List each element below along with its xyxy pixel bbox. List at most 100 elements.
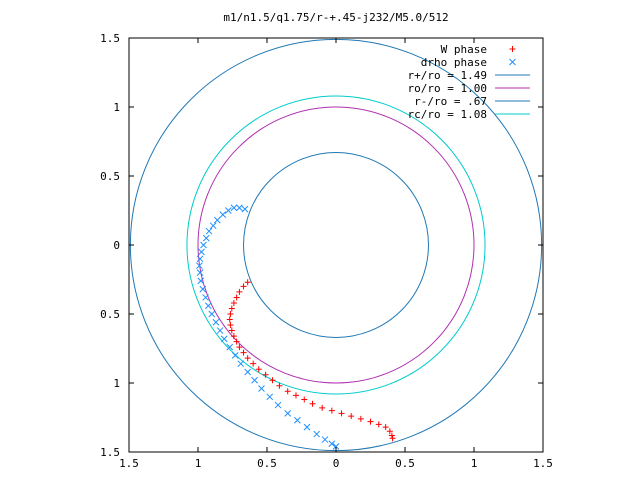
legend-entry-drho-phase: drho phase: [421, 56, 516, 69]
drho-phase-point: [196, 262, 203, 270]
drho-phase-point: [236, 204, 243, 212]
drho-phase-point: [196, 269, 204, 276]
legend-entry-r-ro-67: r-/ro = .67: [414, 95, 530, 108]
circle-rc-ro-1-08: [186, 95, 486, 395]
y-tick-label: 1: [113, 101, 120, 114]
w-phase-point: [227, 311, 234, 317]
drho-phase-point: [251, 376, 258, 384]
w-phase-point: [233, 294, 240, 301]
x-tick-label: 0.5: [395, 457, 415, 470]
legend-label: r+/ro = 1.49: [408, 69, 487, 82]
drho-phase-point: [198, 248, 205, 256]
x-tick-label: 1: [471, 457, 478, 470]
w-phase-point: [388, 432, 395, 439]
w-phase-point: [292, 392, 299, 399]
drho-phase-point: [313, 430, 321, 438]
x-tick-label: 1.5: [533, 457, 553, 470]
drho-phase-point: [216, 327, 224, 334]
drho-phase-point: [204, 302, 212, 310]
series-drho-phase: [196, 204, 340, 450]
x-tick-label: 0.5: [257, 457, 277, 470]
w-phase-point: [255, 366, 262, 373]
drho-phase-point: [202, 294, 209, 301]
drho-phase-point: [294, 416, 301, 424]
drho-phase-point: [231, 352, 239, 359]
w-phase-point: [389, 435, 396, 442]
w-phase-point: [244, 355, 251, 362]
w-phase-point: [348, 413, 355, 420]
chart-title: m1/n1.5/q1.75/r-+.45-j232/M5.0/512: [223, 11, 448, 24]
legend-marker: [509, 46, 516, 52]
drho-phase-point: [321, 436, 329, 443]
w-phase-point: [244, 279, 251, 286]
legend-entry-ro-ro-1-00: ro/ro = 1.00: [408, 82, 530, 95]
drho-phase-point: [199, 285, 207, 293]
drho-phase-point: [220, 335, 228, 343]
w-phase-point: [386, 428, 393, 435]
drho-phase-point: [212, 318, 220, 326]
legend-label: drho phase: [421, 56, 487, 69]
w-phase-point: [276, 382, 283, 389]
y-tick-label: 1.5: [100, 446, 120, 459]
w-phase-point: [226, 316, 233, 323]
w-phase-point: [227, 322, 234, 329]
w-phase-point: [236, 288, 243, 295]
w-phase-point: [338, 410, 345, 417]
circle-r-ro-67: [243, 152, 429, 338]
drho-phase-point: [205, 227, 213, 235]
drho-phase-point: [244, 368, 252, 376]
w-phase-point: [228, 305, 235, 312]
w-phase-point: [301, 396, 308, 403]
drho-phase-point: [258, 385, 265, 392]
legend-entry-rc-ro-1-08: rc/ro = 1.08: [408, 108, 530, 121]
w-phase-point: [262, 371, 269, 378]
drho-phase-point: [197, 277, 205, 285]
drho-phase-point: [266, 393, 274, 401]
x-tick-label: 1.5: [119, 457, 139, 470]
w-phase-point: [236, 344, 243, 351]
y-tick-label: 0: [113, 239, 120, 252]
w-phase-point: [240, 349, 247, 356]
drho-phase-point: [200, 241, 207, 249]
axis-ticks: 1.5 1 0.5 0 0.5 1 1.51.510.500.511.5: [100, 32, 553, 470]
legend-entry-w-phase: W phase: [441, 43, 516, 56]
w-phase-point: [367, 418, 374, 425]
w-phase-point: [230, 299, 237, 306]
drho-phase-point: [196, 255, 204, 263]
drho-phase-point: [226, 343, 234, 351]
w-phase-point: [375, 421, 382, 428]
w-phase-point: [233, 338, 240, 345]
drho-phase-point: [328, 440, 336, 448]
series-w-phase: [226, 279, 396, 442]
drho-phase-point: [284, 410, 292, 417]
data-points: [196, 204, 396, 450]
w-phase-point: [240, 283, 247, 290]
circle-ro-ro-1-00: [197, 106, 475, 384]
w-phase-point: [309, 400, 316, 407]
y-tick-label: 1.5: [100, 32, 120, 45]
w-phase-point: [250, 360, 257, 367]
drho-phase-point: [241, 205, 249, 213]
drho-phase-point: [237, 360, 245, 368]
drho-phase-point: [303, 423, 311, 431]
w-phase-point: [357, 415, 364, 422]
w-phase-point: [328, 407, 335, 414]
w-phase-point: [284, 388, 291, 395]
w-phase-point: [319, 404, 326, 411]
legend-label: r-/ro = .67: [414, 95, 487, 108]
legend-label: ro/ro = 1.00: [408, 82, 487, 95]
drho-phase-point: [230, 204, 238, 212]
x-tick-label: 0: [333, 457, 340, 470]
y-tick-label: 0.5: [100, 308, 120, 321]
w-phase-point: [269, 377, 276, 384]
drho-phase-point: [209, 222, 217, 230]
x-tick-label: 1: [195, 457, 202, 470]
w-phase-point: [228, 327, 235, 334]
w-phase-point: [230, 333, 237, 340]
y-tick-label: 0.5: [100, 170, 120, 183]
drho-phase-point: [202, 234, 210, 242]
drho-phase-point: [208, 310, 216, 318]
legend-marker: [509, 58, 516, 66]
